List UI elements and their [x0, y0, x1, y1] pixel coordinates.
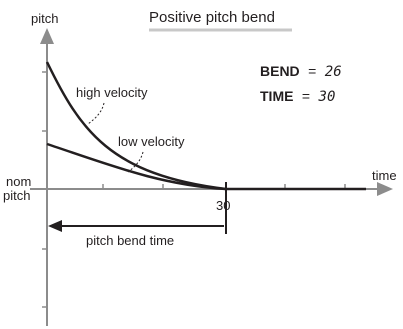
- nominal-label-line1: nom: [6, 174, 31, 189]
- high-velocity-label: high velocity: [76, 85, 148, 100]
- param-bend: BEND = 26: [260, 63, 342, 80]
- span-arrowhead-left: [48, 220, 62, 232]
- high-velocity-curve: [45, 61, 227, 191]
- x-axis-arrowhead: [377, 182, 393, 196]
- nominal-label-line2: pitch: [3, 188, 30, 203]
- span-label: pitch bend time: [86, 233, 174, 248]
- time-tick-value: 30: [216, 198, 230, 213]
- param-bend-key: BEND: [260, 63, 300, 79]
- param-time-eq: =: [302, 88, 310, 104]
- param-time: TIME = 30: [260, 88, 335, 105]
- diagram-title: Positive pitch bend: [149, 9, 275, 26]
- param-bend-value: 26: [325, 64, 342, 80]
- low-velocity-leader: [127, 151, 144, 173]
- high-velocity-leader: [87, 102, 105, 125]
- param-time-value: 30: [318, 89, 336, 105]
- param-bend-eq: =: [308, 63, 316, 79]
- y-axis-arrowhead: [40, 28, 54, 44]
- y-axis-ticks: [42, 71, 47, 308]
- low-velocity-label: low velocity: [118, 134, 185, 149]
- low-velocity-curve: [46, 142, 227, 191]
- y-axis-label: pitch: [31, 11, 58, 26]
- x-axis-label: time: [372, 168, 397, 183]
- param-time-key: TIME: [260, 88, 293, 104]
